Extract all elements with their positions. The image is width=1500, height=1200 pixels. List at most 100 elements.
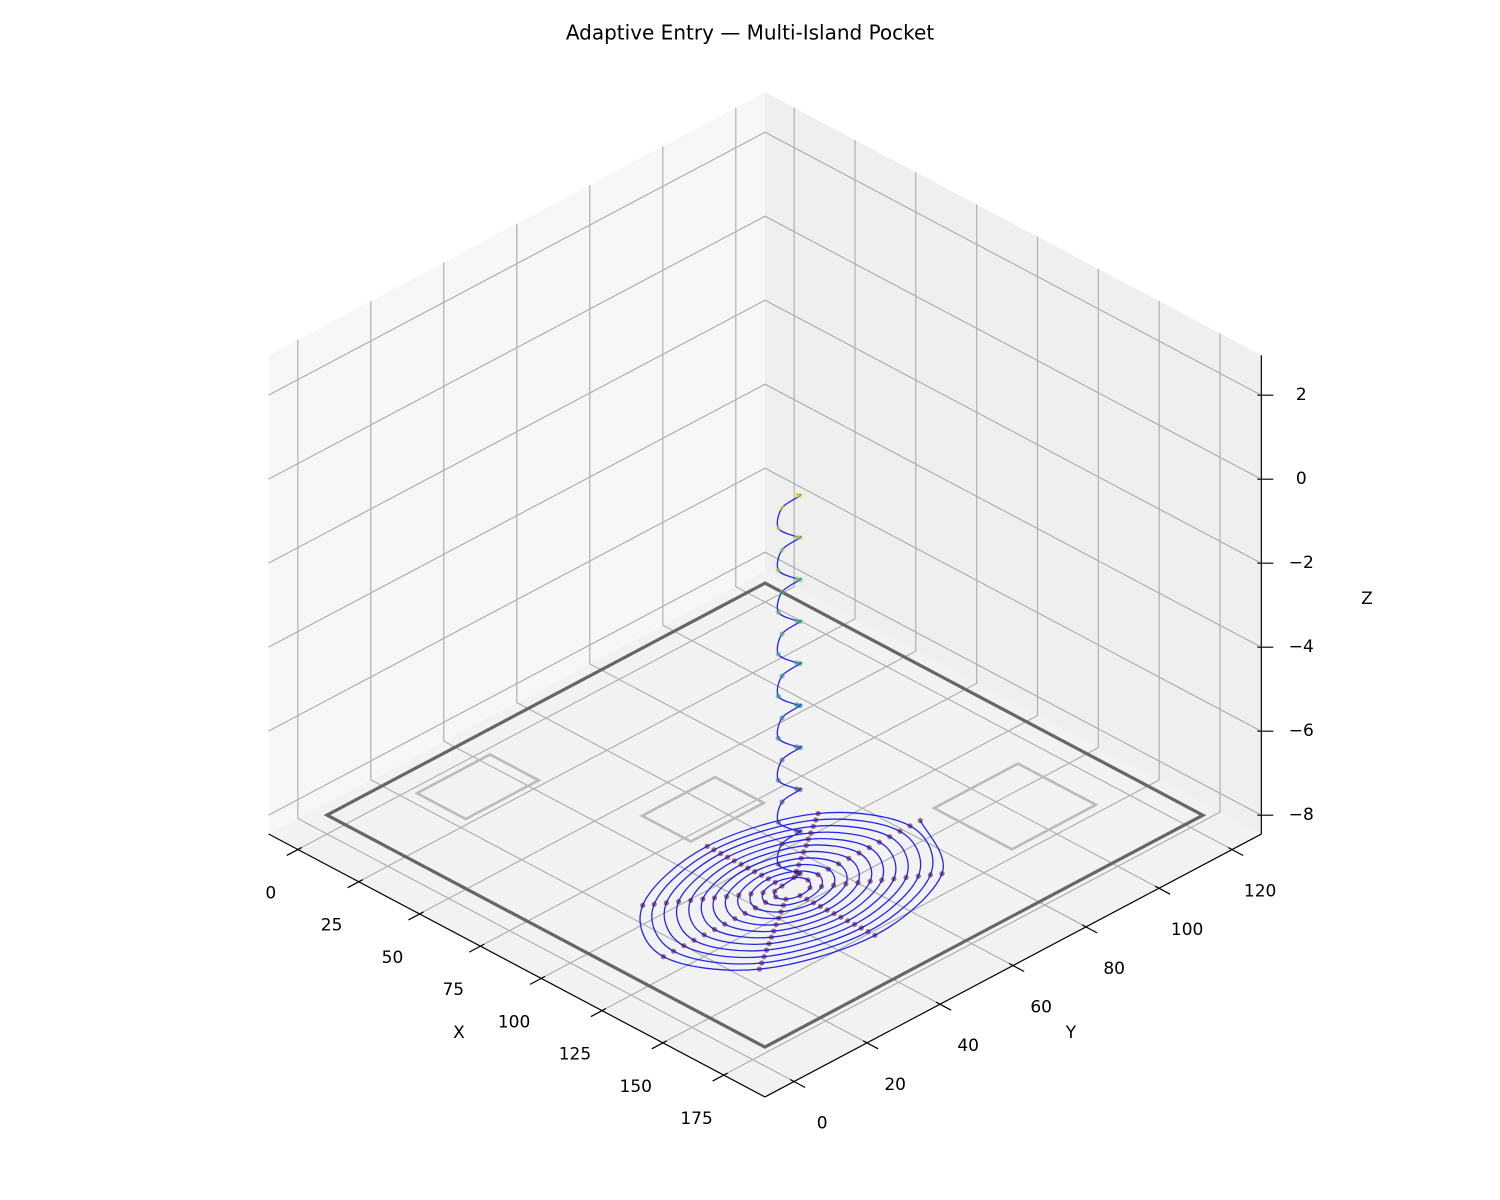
toolpath-point xyxy=(775,525,781,531)
grid-line xyxy=(268,383,1262,648)
y-tick xyxy=(1081,924,1098,934)
y-tick xyxy=(1008,962,1025,973)
toolpath-point xyxy=(724,854,731,860)
toolpath-point xyxy=(811,900,817,906)
toolpath-point xyxy=(810,823,816,830)
toolpath-point xyxy=(779,505,785,511)
toolpath-point xyxy=(804,896,810,902)
grid-line xyxy=(268,551,1262,816)
toolpath-point xyxy=(772,888,778,895)
x-tick xyxy=(651,1040,668,1050)
toolpath-point xyxy=(732,916,738,922)
y-tick-label: 60 xyxy=(1030,998,1052,1018)
toolpath-point xyxy=(775,735,781,741)
toolpath-point xyxy=(851,921,858,928)
toolpath-point xyxy=(855,880,861,886)
x-tick xyxy=(286,846,303,856)
toolpath-point xyxy=(927,872,934,878)
toolpath-point xyxy=(766,941,772,947)
toolpath-point xyxy=(856,850,862,856)
toolpath-point xyxy=(778,909,784,915)
toolpath-point xyxy=(779,841,785,847)
toolpath-point xyxy=(817,903,824,910)
toolpath-point xyxy=(681,943,687,949)
x-tick-label: 150 xyxy=(620,1077,652,1097)
island-boundary xyxy=(639,775,767,843)
island-boundary xyxy=(931,762,1099,851)
toolpath-point xyxy=(640,902,646,909)
toolpath-point xyxy=(779,547,785,553)
toolpath-point xyxy=(865,929,871,935)
toolpath-point xyxy=(797,787,803,793)
toolpath-point xyxy=(761,954,767,960)
y-tick xyxy=(862,1040,879,1050)
toolpath-point xyxy=(807,885,813,891)
toolpath-point xyxy=(907,823,913,829)
toolpath-point xyxy=(897,828,903,834)
x-tick-label: 100 xyxy=(498,1012,530,1032)
toolpath-point xyxy=(887,834,893,840)
y-axis-label: Y xyxy=(1065,1023,1077,1043)
toolpath-point xyxy=(773,894,779,900)
toolpath-point xyxy=(843,881,849,887)
x-tick-label: 125 xyxy=(559,1045,591,1065)
grid-line xyxy=(419,172,917,915)
y-tick-label: 0 xyxy=(817,1113,828,1133)
toolpath-point xyxy=(915,873,921,879)
toolpath-point xyxy=(779,799,785,805)
toolpath-point xyxy=(797,745,803,751)
toolpath-point xyxy=(917,817,923,824)
toolpath-point xyxy=(688,897,694,903)
y-tick-label: 100 xyxy=(1171,920,1203,940)
toolpath-point xyxy=(711,895,718,901)
toolpath-point xyxy=(797,619,803,625)
toolpath-point xyxy=(798,855,804,861)
x-tick xyxy=(468,943,485,953)
grid-line xyxy=(662,146,1160,889)
y-tick xyxy=(1154,885,1171,895)
toolpath-point xyxy=(775,819,781,825)
toolpath-point xyxy=(771,928,777,934)
toolpath-point xyxy=(748,891,754,897)
toolpath-point xyxy=(797,871,803,877)
x-tick-label: 75 xyxy=(442,980,464,1000)
toolpath-point xyxy=(876,839,883,845)
z-tick-label: −2 xyxy=(1289,553,1314,573)
toolpath-point xyxy=(722,921,728,927)
toolpath-point xyxy=(866,845,872,851)
toolpath-point xyxy=(768,934,775,940)
x-tick-label: 0 xyxy=(265,883,276,903)
toolpath-point xyxy=(759,872,765,878)
toolpath-point xyxy=(711,926,718,933)
toolpath-point xyxy=(763,899,769,906)
toolpath-point xyxy=(718,850,724,857)
grid-line xyxy=(601,268,1099,1012)
toolpath-point xyxy=(791,874,797,881)
z-tick-label: 0 xyxy=(1296,469,1307,489)
island-boundary xyxy=(414,753,542,821)
toolpath-point xyxy=(651,901,657,907)
toolpath-point xyxy=(660,954,667,960)
toolpath-point xyxy=(846,855,852,862)
toolpath-point xyxy=(776,915,782,921)
toolpath-point xyxy=(736,892,742,898)
grid-line xyxy=(723,333,1221,1076)
toolpath-point xyxy=(745,865,751,871)
y-tick-label: 20 xyxy=(884,1075,906,1095)
z-axis-label: Z xyxy=(1361,589,1373,609)
grid-line xyxy=(735,107,1233,851)
pocket-boundary xyxy=(323,581,1207,1049)
x-axis-label: X xyxy=(453,1023,465,1043)
toolpath-point xyxy=(691,937,697,943)
toolpath-point xyxy=(772,879,778,886)
toolpath-point xyxy=(831,911,837,917)
toolpath-point xyxy=(903,874,909,881)
toolpath-point xyxy=(756,966,763,972)
toolpath-point xyxy=(805,836,812,842)
toolpath-point xyxy=(805,877,811,883)
y-tick xyxy=(1227,846,1244,857)
grid-line xyxy=(540,236,1039,979)
toolpath-point xyxy=(700,896,706,902)
x-tick-label: 175 xyxy=(680,1109,712,1129)
